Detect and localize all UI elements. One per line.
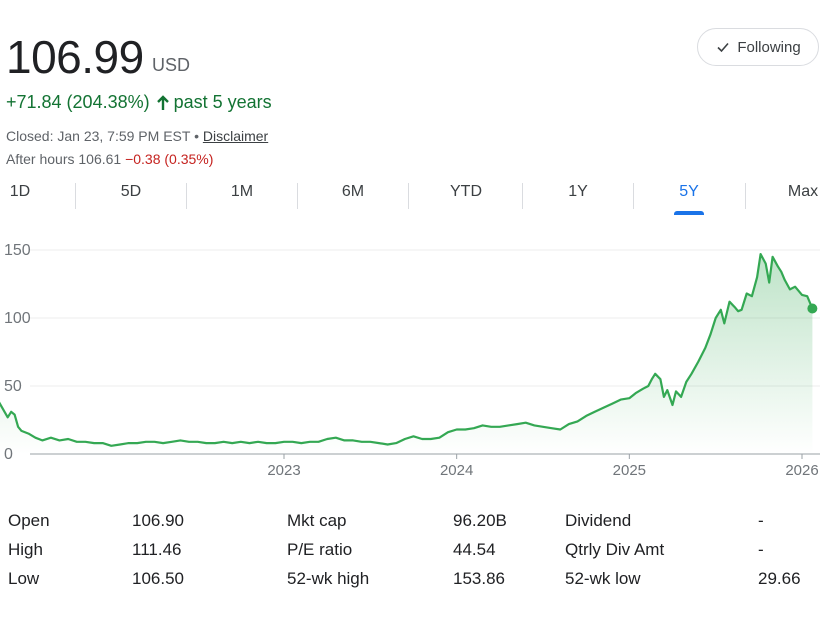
arrow-up-icon [156, 94, 169, 110]
price-chart[interactable]: 0 50 100 150 2023 2024 2025 2026 [0, 225, 837, 490]
stat-label-high: High [8, 540, 43, 559]
tab-ytd[interactable]: YTD [450, 183, 482, 200]
price-change: +71.84 (204.38%) past 5 years [6, 92, 272, 113]
stat-label-qtrly-div-amt: Qtrly Div Amt [565, 540, 665, 559]
tab-divider [633, 183, 634, 209]
y-tick-label: 150 [4, 242, 31, 259]
stat-label-dividend: Dividend [565, 511, 632, 530]
tab-5d[interactable]: 5D [120, 183, 142, 200]
price-area-fill [0, 254, 813, 454]
tab-divider [186, 183, 187, 209]
stat-value-52wk-high: 153.86 [453, 569, 505, 588]
after-hours-label: After hours 106.61 [6, 151, 122, 167]
check-icon [717, 42, 729, 53]
y-tick-label: 0 [4, 446, 13, 463]
tab-divider [522, 183, 523, 209]
stat-value-dividend: - [758, 511, 764, 530]
tab-1d[interactable]: 1D [9, 183, 31, 200]
stat-label-52wk-low: 52-wk low [565, 569, 641, 588]
stat-value-low: 106.50 [132, 569, 184, 588]
tab-5y[interactable]: 5Y [658, 183, 720, 215]
disclaimer-link[interactable]: Disclaimer [202, 128, 269, 144]
closed-info: Closed: Jan 23, 7:59 PM EST • Disclaimer [6, 128, 268, 144]
tab-max[interactable]: Max [787, 183, 819, 200]
price-line [0, 253, 814, 447]
x-tick-label: 2026 [785, 462, 818, 479]
range-tabs: 1D 5D 1M 6M YTD 1Y 5Y Max [0, 183, 837, 215]
stat-label-mkt-cap: Mkt cap [287, 511, 347, 530]
after-hours-info: After hours 106.61 −0.38 (0.35%) [6, 151, 213, 167]
change-value: +71.84 (204.38%) [6, 92, 150, 112]
stat-value-pe-ratio: 44.54 [453, 540, 496, 559]
stat-label-low: Low [8, 569, 40, 588]
tab-1m[interactable]: 1M [230, 183, 254, 200]
change-period: past 5 years [173, 92, 272, 112]
stat-value-qtrly-div-amt: - [758, 540, 764, 559]
following-label: Following [737, 38, 801, 56]
active-tab-indicator [674, 211, 704, 215]
following-button[interactable]: Following [697, 28, 819, 66]
tab-divider [297, 183, 298, 209]
stat-value-open: 106.90 [132, 511, 184, 530]
tab-divider [75, 183, 76, 209]
tab-divider [408, 183, 409, 209]
stat-value-52wk-low: 29.66 [758, 569, 801, 588]
after-hours-change: −0.38 (0.35%) [125, 151, 214, 167]
tab-divider [745, 183, 746, 209]
stat-label-52wk-high: 52-wk high [287, 569, 370, 588]
tab-1y[interactable]: 1Y [568, 183, 588, 200]
currency-label: USD [152, 55, 191, 75]
closed-label: Closed: Jan 23, 7:59 PM EST • [6, 128, 199, 144]
stat-label-open: Open [8, 511, 50, 530]
x-tick-label: 2024 [440, 462, 473, 479]
stat-value-mkt-cap: 96.20B [453, 511, 507, 530]
tab-6m[interactable]: 6M [341, 183, 365, 200]
stat-value-high: 111.46 [132, 540, 182, 559]
last-price-marker [807, 303, 818, 314]
x-tick-label: 2025 [613, 462, 646, 479]
stat-label-pe-ratio: P/E ratio [287, 540, 353, 559]
y-tick-label: 50 [4, 378, 22, 395]
x-tick-label: 2023 [267, 462, 300, 479]
stock-price: 106.99 [6, 31, 144, 83]
y-tick-label: 100 [4, 310, 31, 327]
